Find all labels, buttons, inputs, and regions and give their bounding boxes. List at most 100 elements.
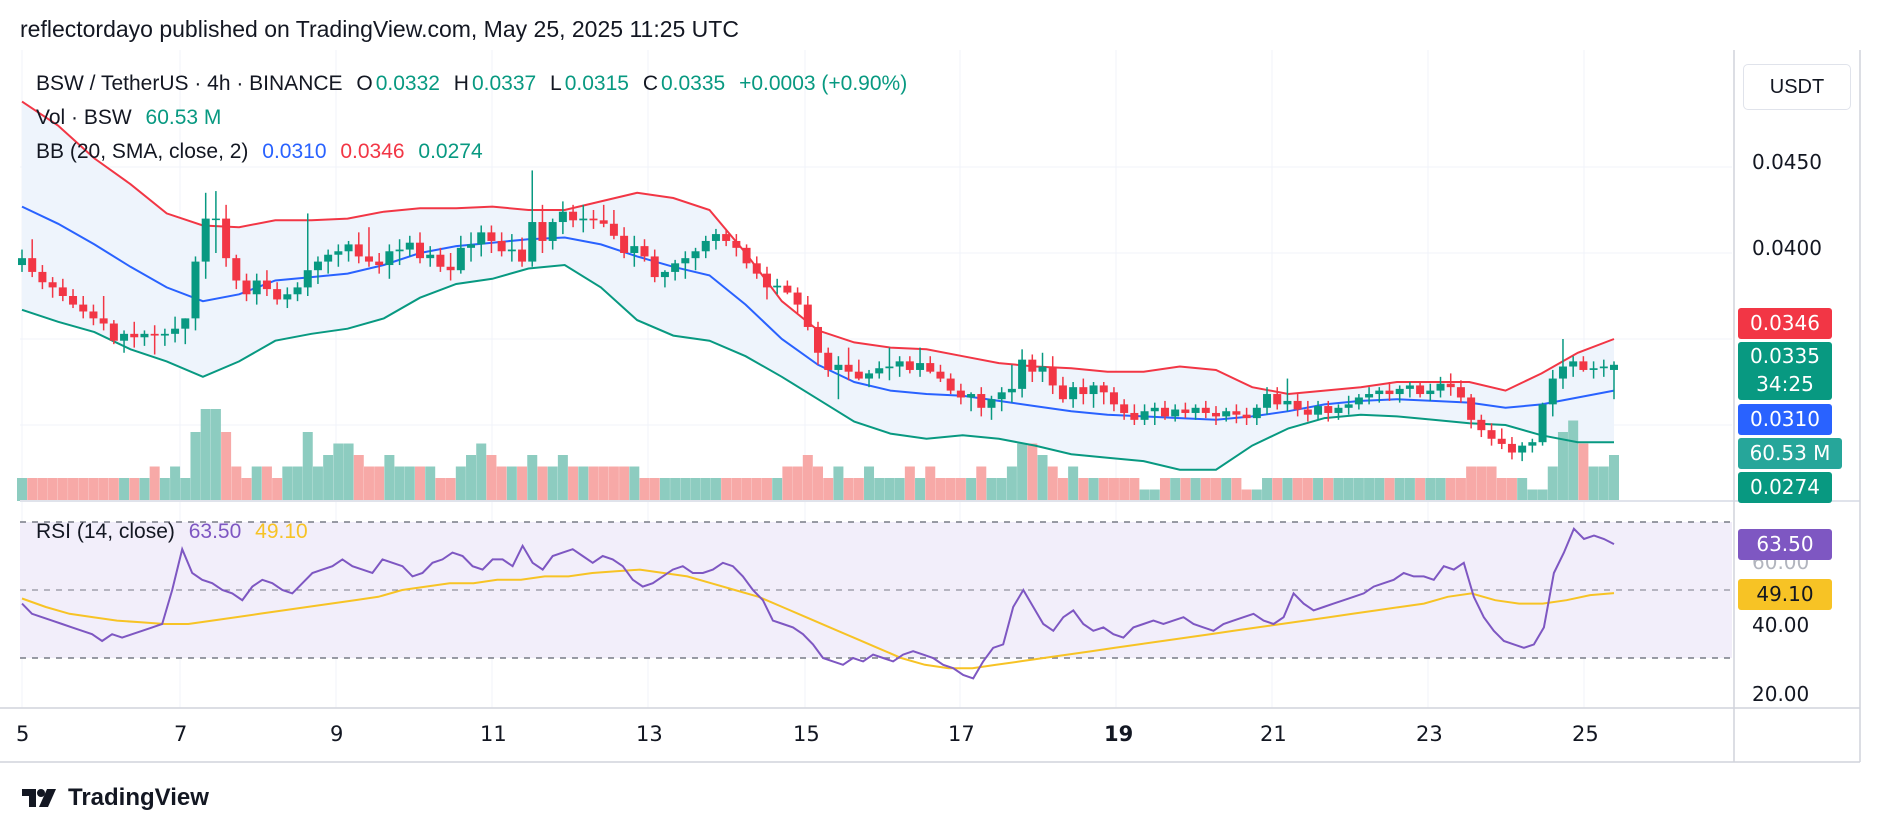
date-tick: 7 <box>174 722 188 746</box>
candle-body <box>711 234 720 241</box>
volume-bar <box>1374 478 1385 501</box>
rsi-tick-20: 20.00 <box>1752 682 1810 706</box>
volume-bar <box>1445 478 1456 501</box>
candle-body <box>773 285 782 288</box>
candle-body <box>364 256 373 262</box>
legend-rsi-value: 63.50 <box>188 520 242 543</box>
candle-body <box>160 333 169 336</box>
volume-bar <box>1200 478 1211 501</box>
candle-body <box>1497 438 1506 444</box>
candle-body <box>762 273 771 288</box>
volume-bar <box>588 466 599 501</box>
date-tick: 13 <box>636 722 663 746</box>
candle-body <box>814 326 822 353</box>
volume-bar <box>1078 478 1089 501</box>
tradingview-logo-icon <box>22 789 56 807</box>
candle-body <box>487 232 496 241</box>
candle-body <box>997 392 1006 400</box>
candle-body <box>681 258 690 264</box>
volume-bar <box>833 466 844 501</box>
candle-body <box>48 282 57 288</box>
volume-bar <box>1272 478 1283 501</box>
currency-selector[interactable]: USDT <box>1743 64 1851 110</box>
legend-high-value: 0.0337 <box>471 72 537 95</box>
volume-bar <box>1598 466 1609 501</box>
candle-body <box>1365 394 1374 398</box>
candle-body <box>1181 409 1190 413</box>
candle-body <box>405 242 414 250</box>
candle-body <box>1150 407 1159 412</box>
candle-body <box>1354 397 1363 405</box>
volume-bar <box>741 478 752 501</box>
candle-body <box>375 261 384 266</box>
candle-body <box>987 399 996 408</box>
volume-bar <box>547 466 558 501</box>
legend-change: +0.0003 (+0.90%) <box>739 72 908 95</box>
candle-body <box>1089 385 1098 395</box>
volume-bar <box>1609 455 1619 501</box>
candle-body <box>895 361 904 367</box>
legend-symbol[interactable]: BSW / TetherUS · 4h · BINANCE <box>36 72 343 95</box>
candle-body <box>232 258 241 281</box>
candle-body <box>1160 407 1169 417</box>
volume-bar <box>119 478 130 501</box>
volume-bar <box>935 478 946 501</box>
candle-body <box>1232 411 1241 415</box>
volume-bar <box>445 478 456 501</box>
legend-volume-label[interactable]: Vol · BSW <box>36 106 132 129</box>
candle-body <box>171 328 180 334</box>
volume-bar <box>190 432 201 501</box>
volume-bar <box>476 443 487 501</box>
candlesticks <box>18 170 1618 462</box>
volume-bar <box>1282 478 1293 501</box>
candle-body <box>1456 387 1465 398</box>
tradingview-brand: TradingView <box>68 784 209 811</box>
candle-body <box>1058 385 1067 400</box>
candle-body <box>1007 388 1016 393</box>
volume-bar <box>1313 478 1324 501</box>
legend-bb-upper: 0.0346 <box>340 140 405 163</box>
volume-bar <box>772 478 783 501</box>
volume-bar <box>813 466 823 501</box>
volume-bar <box>659 478 670 501</box>
candle-body <box>589 218 598 221</box>
chart-svg[interactable] <box>0 50 1878 770</box>
volume-bar <box>1333 478 1344 501</box>
volume-bar <box>1506 478 1517 501</box>
candle-body <box>1242 414 1251 419</box>
legend-bb-label[interactable]: BB (20, SMA, close, 2) <box>36 140 249 163</box>
volume-bar <box>670 478 681 501</box>
volume-bar <box>1241 489 1252 501</box>
rsi-line <box>21 527 1615 680</box>
price-tick-0450: 0.0450 <box>1752 150 1822 174</box>
candle-body <box>211 218 220 221</box>
candle-body <box>1191 407 1200 413</box>
candle-body <box>99 318 108 324</box>
candle-body <box>1405 385 1414 389</box>
volume-bar <box>1476 466 1487 501</box>
volume-bar <box>1037 455 1048 501</box>
candle-body <box>844 364 853 372</box>
candle-body <box>1589 368 1598 370</box>
tradingview-logo[interactable]: TradingView <box>20 784 209 812</box>
candle-body <box>79 304 88 312</box>
candle-body <box>956 390 965 398</box>
volume-bar <box>1415 478 1426 501</box>
volume-bar <box>98 478 109 501</box>
legend-close-label: C <box>642 72 658 95</box>
bb-upper-badge: 0.0346 <box>1738 308 1832 339</box>
volume-bar <box>180 478 191 501</box>
candle-body <box>936 371 945 379</box>
candle-body <box>803 304 812 327</box>
volume-bar <box>333 443 344 501</box>
last-price-value: 0.0335 <box>1750 344 1820 368</box>
legend-rsi-label[interactable]: RSI (14, close) <box>36 520 175 543</box>
volume-bar <box>415 466 425 501</box>
candle-body <box>1467 397 1476 420</box>
candle-body <box>181 318 190 329</box>
volume-bar <box>282 466 293 501</box>
rsi-ma-line <box>21 568 1615 670</box>
candle-body <box>1212 412 1220 417</box>
